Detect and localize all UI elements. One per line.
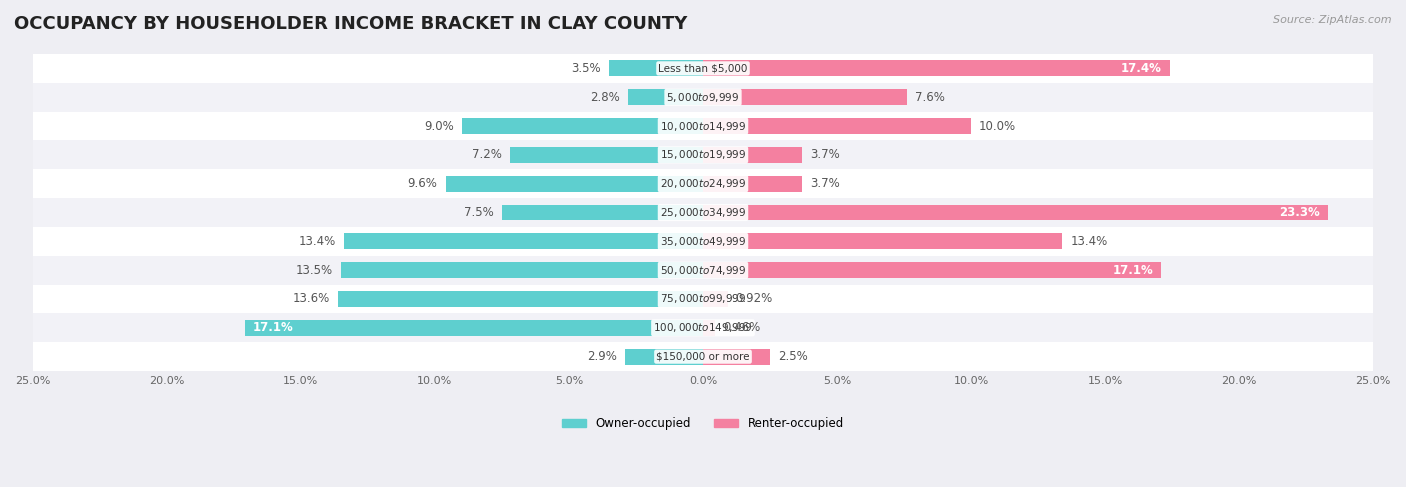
Text: 2.9%: 2.9% xyxy=(588,350,617,363)
Text: 10.0%: 10.0% xyxy=(979,119,1017,132)
Text: 13.6%: 13.6% xyxy=(292,293,330,305)
Text: 17.1%: 17.1% xyxy=(1112,263,1153,277)
Bar xyxy=(339,291,703,307)
Bar xyxy=(628,89,703,105)
Bar xyxy=(343,233,703,249)
Bar xyxy=(32,83,1374,112)
Bar xyxy=(703,349,770,365)
Text: 3.7%: 3.7% xyxy=(810,149,839,161)
Text: 7.2%: 7.2% xyxy=(472,149,502,161)
Bar xyxy=(32,169,1374,198)
Bar xyxy=(342,262,703,278)
Bar xyxy=(703,60,1170,76)
Text: $25,000 to $34,999: $25,000 to $34,999 xyxy=(659,206,747,219)
Bar xyxy=(32,227,1374,256)
Bar xyxy=(245,320,703,336)
Text: 2.8%: 2.8% xyxy=(591,91,620,104)
Bar xyxy=(703,320,716,336)
Text: 13.5%: 13.5% xyxy=(295,263,333,277)
Text: $150,000 or more: $150,000 or more xyxy=(657,352,749,362)
Text: $35,000 to $49,999: $35,000 to $49,999 xyxy=(659,235,747,248)
Text: 7.6%: 7.6% xyxy=(915,91,945,104)
Text: $100,000 to $149,999: $100,000 to $149,999 xyxy=(654,321,752,334)
Bar xyxy=(32,54,1374,83)
Text: $20,000 to $24,999: $20,000 to $24,999 xyxy=(659,177,747,190)
Bar xyxy=(32,342,1374,371)
Bar xyxy=(609,60,703,76)
Text: $10,000 to $14,999: $10,000 to $14,999 xyxy=(659,119,747,132)
Bar xyxy=(510,147,703,163)
Text: 23.3%: 23.3% xyxy=(1279,206,1320,219)
Bar xyxy=(703,89,907,105)
Text: OCCUPANCY BY HOUSEHOLDER INCOME BRACKET IN CLAY COUNTY: OCCUPANCY BY HOUSEHOLDER INCOME BRACKET … xyxy=(14,15,688,33)
Text: 0.46%: 0.46% xyxy=(723,321,761,334)
Text: 9.0%: 9.0% xyxy=(423,119,454,132)
Bar xyxy=(626,349,703,365)
Bar xyxy=(32,256,1374,284)
Text: 3.5%: 3.5% xyxy=(571,62,602,75)
Text: Less than $5,000: Less than $5,000 xyxy=(658,63,748,74)
Text: 9.6%: 9.6% xyxy=(408,177,437,190)
Text: $50,000 to $74,999: $50,000 to $74,999 xyxy=(659,263,747,277)
Bar xyxy=(461,118,703,134)
Text: 7.5%: 7.5% xyxy=(464,206,494,219)
Bar xyxy=(32,112,1374,140)
Text: $15,000 to $19,999: $15,000 to $19,999 xyxy=(659,149,747,161)
Bar xyxy=(32,314,1374,342)
Bar xyxy=(32,140,1374,169)
Text: $5,000 to $9,999: $5,000 to $9,999 xyxy=(666,91,740,104)
Text: Source: ZipAtlas.com: Source: ZipAtlas.com xyxy=(1274,15,1392,25)
Bar xyxy=(32,284,1374,314)
Bar xyxy=(703,233,1063,249)
Text: 13.4%: 13.4% xyxy=(1070,235,1108,248)
Bar xyxy=(703,118,972,134)
Text: 3.7%: 3.7% xyxy=(810,177,839,190)
Bar xyxy=(703,291,728,307)
Text: $75,000 to $99,999: $75,000 to $99,999 xyxy=(659,293,747,305)
Text: 0.92%: 0.92% xyxy=(735,293,773,305)
Bar xyxy=(703,176,803,191)
Text: 13.4%: 13.4% xyxy=(298,235,336,248)
Bar xyxy=(32,198,1374,227)
Text: 17.4%: 17.4% xyxy=(1121,62,1161,75)
Text: 17.1%: 17.1% xyxy=(253,321,294,334)
Bar xyxy=(703,147,803,163)
Bar xyxy=(703,205,1327,221)
Text: 2.5%: 2.5% xyxy=(778,350,808,363)
Bar xyxy=(703,262,1161,278)
Legend: Owner-occupied, Renter-occupied: Owner-occupied, Renter-occupied xyxy=(558,412,848,435)
Bar xyxy=(502,205,703,221)
Bar xyxy=(446,176,703,191)
